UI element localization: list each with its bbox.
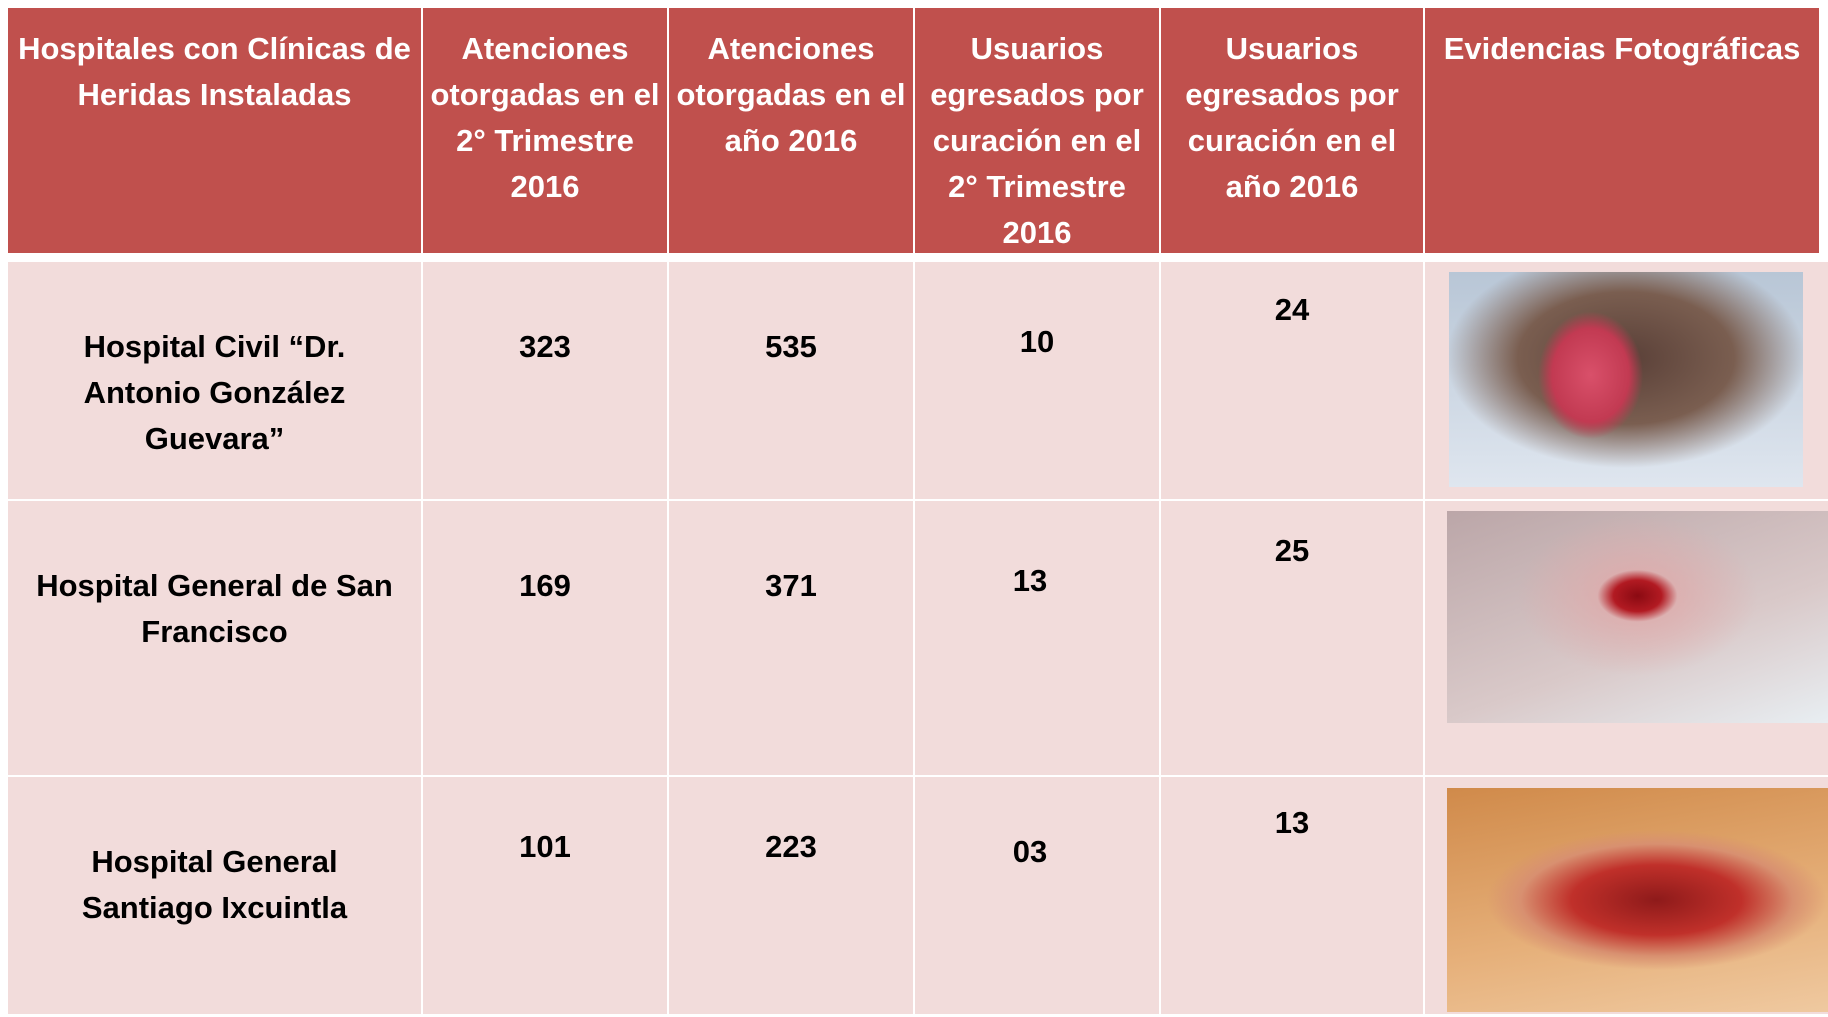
cell-value: 323 bbox=[427, 324, 663, 370]
cell: 13 bbox=[915, 501, 1159, 775]
slide: Hospitales con Clínicas de Heridas Insta… bbox=[0, 0, 1828, 1017]
cell-value: 25 bbox=[1165, 528, 1419, 574]
cell: 25 bbox=[1161, 501, 1423, 775]
cell: Hospital Civil “Dr. Antonio González Gue… bbox=[8, 262, 421, 499]
header-cell: Usuarios egresados por curación en el 2°… bbox=[915, 8, 1159, 253]
cell: 223 bbox=[669, 777, 913, 1014]
cell: 323 bbox=[423, 262, 667, 499]
header-cell: Usuarios egresados por curación en el añ… bbox=[1161, 8, 1423, 253]
hospital-name: Hospital General de San Francisco bbox=[12, 563, 417, 655]
cell: 101 bbox=[423, 777, 667, 1014]
cell-value: 24 bbox=[1165, 287, 1419, 333]
cell: 535 bbox=[669, 262, 913, 499]
header-cell: Evidencias Fotográficas bbox=[1425, 8, 1819, 253]
cell: Hospital General de San Francisco bbox=[8, 501, 421, 775]
cell: 03 bbox=[915, 777, 1159, 1014]
cell-value: 03 bbox=[919, 829, 1141, 875]
cell: 13 bbox=[1161, 777, 1423, 1014]
cell: Hospital General Santiago Ixcuintla bbox=[8, 777, 421, 1014]
photo bbox=[1447, 788, 1828, 1012]
cell bbox=[1425, 777, 1828, 1014]
photo bbox=[1449, 272, 1803, 487]
cell: 24 bbox=[1161, 262, 1423, 499]
cell: 371 bbox=[669, 501, 913, 775]
cell-value: 169 bbox=[427, 563, 663, 609]
cell-value: 371 bbox=[673, 563, 909, 609]
hospital-name: Hospital Civil “Dr. Antonio González Gue… bbox=[38, 324, 391, 462]
cell-value: 10 bbox=[919, 319, 1155, 365]
header-text: Hospitales con Clínicas de Heridas Insta… bbox=[12, 26, 417, 118]
cell bbox=[1425, 501, 1828, 775]
hospital-name: Hospital General Santiago Ixcuintla bbox=[68, 839, 361, 931]
header-cell: Hospitales con Clínicas de Heridas Insta… bbox=[8, 8, 421, 253]
cell: 169 bbox=[423, 501, 667, 775]
cell bbox=[1425, 262, 1828, 499]
header-cell: Atenciones otorgadas en el 2° Trimestre … bbox=[423, 8, 667, 253]
header-text: Usuarios egresados por curación en el 2°… bbox=[919, 26, 1155, 256]
header-cell: Atenciones otorgadas en el año 2016 bbox=[669, 8, 913, 253]
cell-value: 101 bbox=[427, 824, 663, 870]
header-text: Atenciones otorgadas en el año 2016 bbox=[673, 26, 909, 164]
cell-value: 535 bbox=[673, 324, 909, 370]
cell-value: 13 bbox=[919, 558, 1141, 604]
header-text: Atenciones otorgadas en el 2° Trimestre … bbox=[427, 26, 663, 210]
header-text: Evidencias Fotográficas bbox=[1429, 26, 1815, 72]
cell-value: 223 bbox=[673, 824, 909, 870]
header-text: Usuarios egresados por curación en el añ… bbox=[1165, 26, 1419, 210]
photo bbox=[1447, 511, 1828, 723]
cell-value: 13 bbox=[1165, 800, 1419, 846]
cell: 10 bbox=[915, 262, 1159, 499]
